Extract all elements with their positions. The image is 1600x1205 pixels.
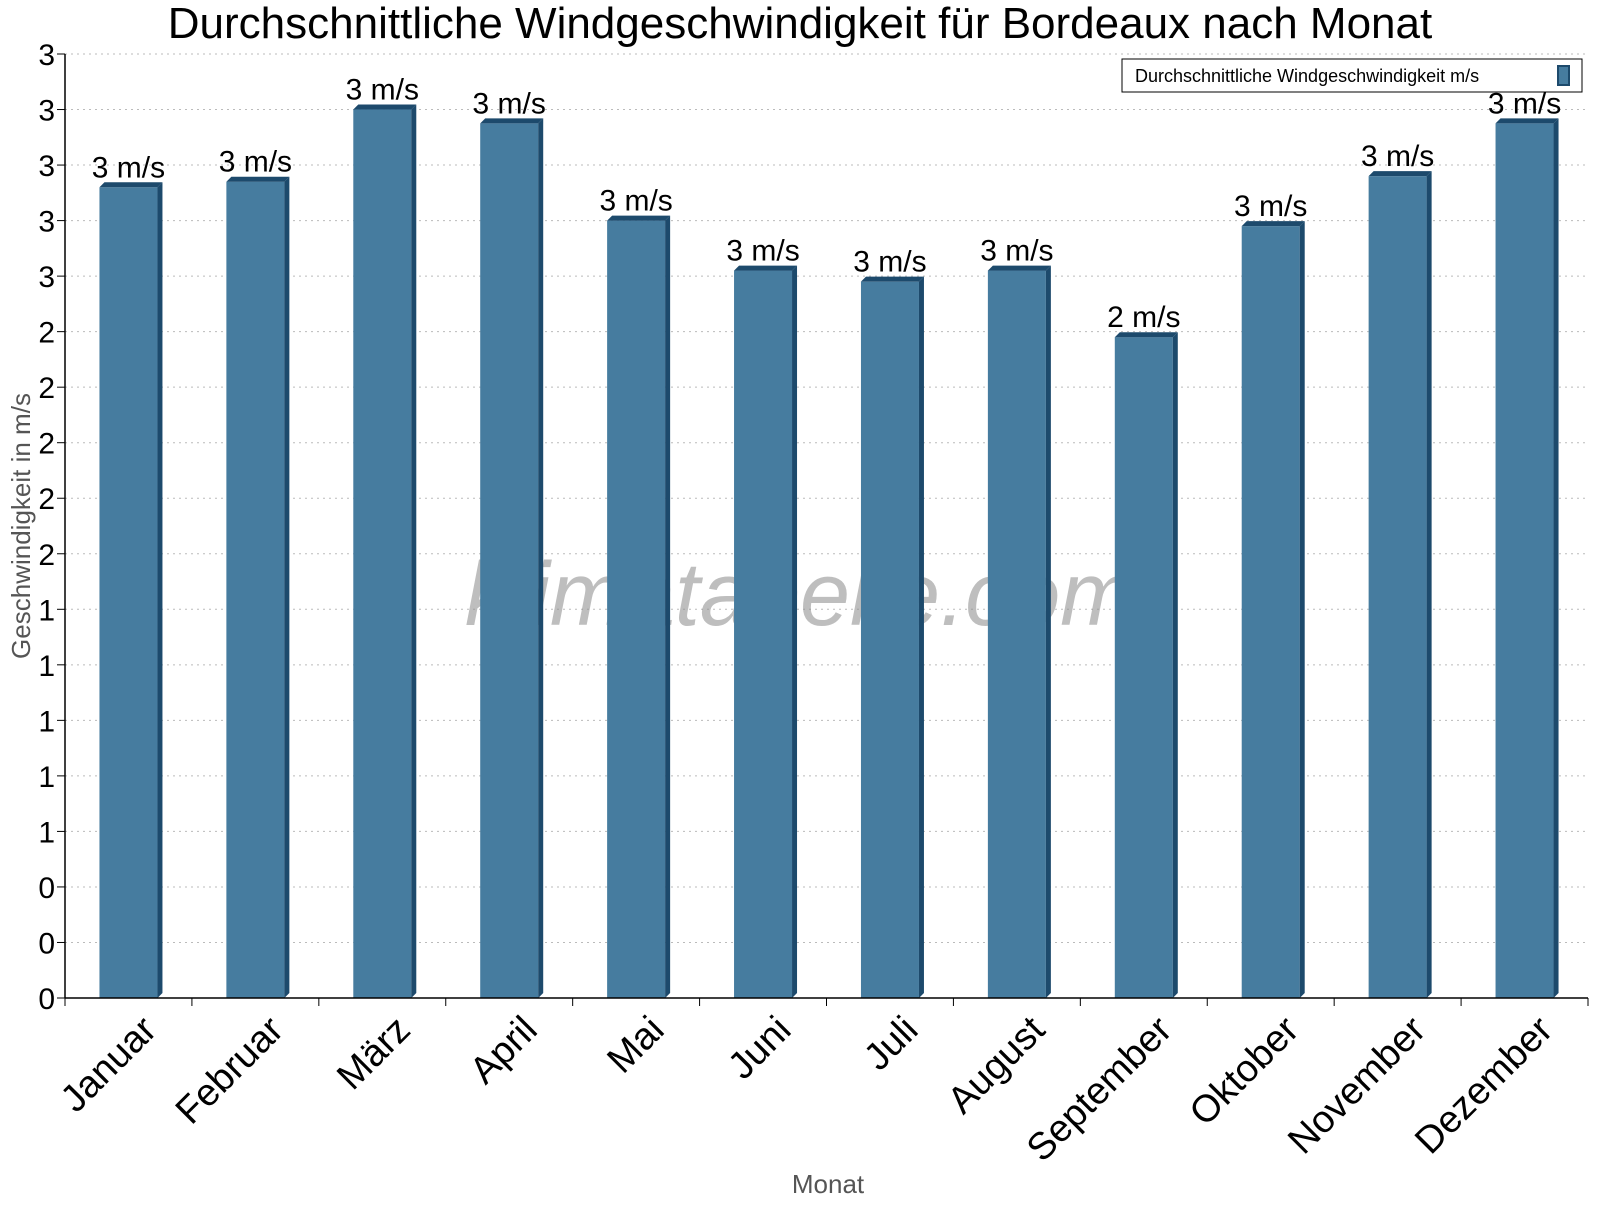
x-tick-label: Juni bbox=[720, 1009, 799, 1088]
bar bbox=[1368, 176, 1427, 999]
x-axis-label: Monat bbox=[792, 1169, 865, 1199]
bar-side bbox=[538, 118, 544, 999]
bar-top bbox=[1114, 332, 1178, 338]
bar-value-label: 2 m/s bbox=[1107, 301, 1180, 334]
y-tick-label: 1 bbox=[38, 650, 55, 683]
bar bbox=[1114, 337, 1173, 998]
bar-value-label: 3 m/s bbox=[726, 235, 799, 268]
bar-top bbox=[1241, 221, 1305, 227]
x-tick-label: März bbox=[329, 1009, 418, 1098]
legend-label: Durchschnittliche Windgeschwindigkeit m/… bbox=[1135, 66, 1479, 86]
legend-swatch bbox=[1557, 65, 1570, 86]
bar bbox=[1241, 226, 1300, 998]
x-tick-label: November bbox=[1280, 1008, 1434, 1162]
bar-value-label: 3 m/s bbox=[980, 235, 1053, 268]
bar bbox=[987, 270, 1046, 998]
legend: Durchschnittliche Windgeschwindigkeit m/… bbox=[1121, 58, 1583, 93]
bar-top bbox=[226, 176, 290, 182]
bar bbox=[734, 270, 793, 998]
bar-top bbox=[607, 215, 671, 221]
y-tick-label: 3 bbox=[38, 206, 55, 239]
bar-top bbox=[987, 265, 1051, 271]
bar-top bbox=[353, 104, 417, 110]
bar bbox=[607, 220, 666, 998]
bar-side bbox=[918, 276, 924, 998]
bars: 3 m/s 3 m/s 3 m/s 3 m/s 3 m/s 3 m/s 3 m/s 3 m/s… bbox=[92, 74, 1561, 999]
bar-side bbox=[284, 176, 290, 998]
chart-title: Durchschnittliche Windgeschwindigkeit fü… bbox=[168, 0, 1432, 48]
bar-value-label: 3 m/s bbox=[473, 87, 546, 120]
x-tick-label: Juli bbox=[856, 1009, 926, 1079]
x-tick-label: Januar bbox=[53, 1008, 165, 1120]
y-tick-label: 1 bbox=[38, 705, 55, 738]
bar bbox=[480, 123, 539, 999]
x-tick-label: Mai bbox=[599, 1009, 672, 1082]
bar bbox=[860, 281, 919, 998]
y-tick-label: 0 bbox=[38, 927, 55, 960]
bar-side bbox=[1045, 265, 1051, 998]
bar-value-label: 3 m/s bbox=[346, 74, 419, 107]
bar-value-label: 3 m/s bbox=[599, 185, 672, 218]
y-tick-label: 2 bbox=[38, 539, 55, 572]
bar-top bbox=[99, 182, 163, 188]
y-tick-label: 2 bbox=[38, 428, 55, 461]
y-axis-ticks: 0 0 0 1 1 1 1 1 2 2 2 2 2 3 3 3 3 3 bbox=[38, 39, 65, 1016]
y-tick-label: 2 bbox=[38, 372, 55, 405]
bar-top bbox=[734, 265, 798, 271]
bar bbox=[99, 187, 158, 999]
bar-top bbox=[480, 118, 544, 124]
y-tick-label: 2 bbox=[38, 483, 55, 516]
bar-value-label: 3 m/s bbox=[1234, 190, 1307, 223]
x-tick-label: Oktober bbox=[1182, 1008, 1308, 1134]
y-axis-label: Geschwindigkeit in m/s bbox=[6, 393, 36, 659]
bar-top bbox=[860, 276, 924, 282]
y-tick-label: 3 bbox=[38, 150, 55, 183]
x-tick-label: April bbox=[462, 1009, 545, 1092]
y-tick-label: 3 bbox=[38, 261, 55, 294]
bar-top bbox=[1495, 118, 1559, 124]
bar-side bbox=[1426, 171, 1432, 999]
bar bbox=[1495, 123, 1554, 999]
x-tick-label: Februar bbox=[168, 1008, 292, 1132]
bar-side bbox=[157, 182, 163, 999]
x-axis-ticks: Januar Februar März April Mai Juni Juli AugustS… bbox=[53, 998, 1589, 1170]
bar-value-label: 3 m/s bbox=[219, 146, 292, 179]
gridlines bbox=[65, 53, 1588, 943]
bar-side bbox=[1172, 332, 1178, 998]
axes bbox=[64, 54, 1588, 999]
x-tick-label: August bbox=[940, 1008, 1054, 1122]
y-tick-label: 1 bbox=[38, 816, 55, 849]
bar-side bbox=[411, 104, 417, 998]
y-tick-label: 0 bbox=[38, 983, 55, 1016]
bar-value-label: 3 m/s bbox=[1361, 140, 1434, 173]
bar-side bbox=[1299, 221, 1305, 998]
bar-side bbox=[792, 265, 798, 998]
y-tick-label: 1 bbox=[38, 761, 55, 794]
bar-side bbox=[1553, 118, 1559, 999]
y-tick-label: 0 bbox=[38, 872, 55, 905]
y-tick-label: 2 bbox=[38, 317, 55, 350]
bar-side bbox=[665, 215, 671, 998]
bar-value-label: 3 m/s bbox=[1488, 87, 1561, 120]
bar-value-label: 3 m/s bbox=[92, 151, 165, 184]
bar bbox=[226, 181, 285, 998]
y-tick-label: 3 bbox=[38, 95, 55, 128]
bar-top bbox=[1368, 171, 1432, 177]
legend-box bbox=[1121, 58, 1583, 93]
y-tick-label: 1 bbox=[38, 594, 55, 627]
bar bbox=[353, 109, 412, 998]
x-tick-label: Dezember bbox=[1407, 1008, 1561, 1162]
bar-value-label: 3 m/s bbox=[853, 246, 926, 279]
y-tick-label: 3 bbox=[38, 39, 55, 72]
